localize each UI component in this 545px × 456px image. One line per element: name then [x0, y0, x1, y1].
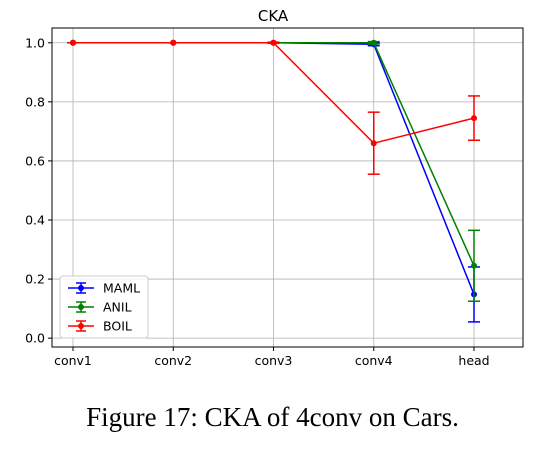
- legend-label-boil: BOIL: [103, 319, 132, 334]
- cka-line-chart: CKA conv1 conv2 conv3 conv4 head 0.0 0.2 0.4 0.6…: [0, 0, 545, 390]
- y-tick-label: 0.0: [25, 331, 45, 346]
- x-tick-label: head: [458, 353, 489, 368]
- data-point-boil: [371, 140, 377, 146]
- data-point-anil: [471, 263, 477, 269]
- y-tick-label: 1.0: [25, 35, 45, 50]
- legend-item-maml: MAML: [68, 281, 140, 296]
- x-tick-label: conv4: [355, 353, 393, 368]
- legend-marker-anil: [78, 304, 84, 310]
- legend-label-maml: MAML: [103, 281, 140, 296]
- legend-label-anil: ANIL: [103, 300, 132, 315]
- x-tick-label: conv3: [255, 353, 293, 368]
- legend: MAML ANIL BOIL: [60, 276, 148, 338]
- chart-title: CKA: [258, 7, 289, 25]
- legend-marker-boil: [78, 323, 84, 329]
- y-tick-label: 0.2: [25, 272, 45, 287]
- data-point-boil: [471, 115, 477, 121]
- y-tick-label: 0.8: [25, 94, 45, 109]
- data-point-boil: [70, 40, 76, 46]
- data-point-boil: [271, 40, 277, 46]
- x-tick-label: conv1: [54, 353, 92, 368]
- legend-marker-maml: [78, 285, 84, 291]
- figure-caption: Figure 17: CKA of 4conv on Cars.: [0, 402, 545, 433]
- y-tick-label: 0.6: [25, 153, 45, 168]
- x-tick-label: conv2: [154, 353, 192, 368]
- y-tick-label: 0.4: [25, 212, 45, 227]
- data-point-boil: [170, 40, 176, 46]
- data-point-anil: [371, 40, 377, 46]
